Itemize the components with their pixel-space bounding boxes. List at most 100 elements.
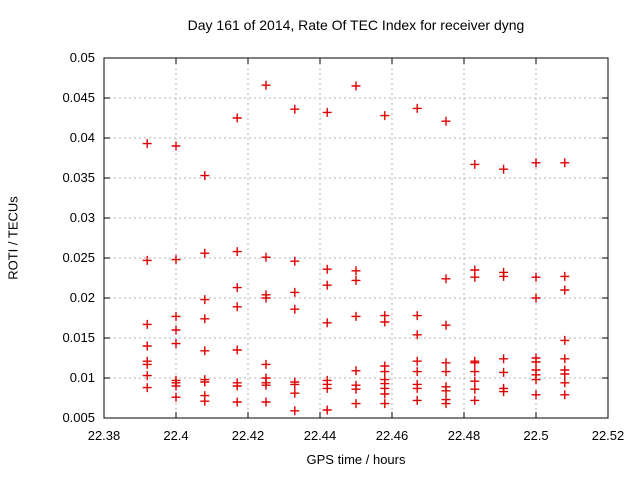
data-point-marker (441, 399, 451, 409)
data-point-marker (412, 330, 422, 340)
data-point-marker (351, 311, 361, 321)
data-point-marker (322, 318, 332, 328)
data-point-marker (560, 271, 570, 281)
plot-border (103, 57, 609, 419)
data-point-marker (171, 325, 181, 335)
data-point-marker (380, 389, 390, 399)
data-point-marker (351, 275, 361, 285)
data-point-marker (380, 399, 390, 409)
chart-title: Day 161 of 2014, Rate Of TEC Index for r… (187, 17, 525, 33)
data-point-marker (351, 81, 361, 91)
data-point-marker (261, 397, 271, 407)
data-point-marker (142, 139, 152, 149)
data-point-marker (142, 319, 152, 329)
data-point-marker (560, 378, 570, 388)
data-point-marker (232, 345, 242, 355)
data-point-marker (412, 367, 422, 377)
data-point-marker (560, 158, 570, 168)
data-point-marker (560, 335, 570, 345)
data-point-marker (261, 359, 271, 369)
data-point-marker (142, 341, 152, 351)
data-point-marker (560, 369, 570, 379)
data-point-marker (232, 113, 242, 123)
data-point-marker (200, 377, 210, 387)
data-point-marker (261, 293, 271, 303)
data-point-marker (232, 247, 242, 257)
y-tick-label: 0.03 (70, 210, 95, 225)
data-point-marker (351, 266, 361, 276)
data-point-marker (470, 384, 480, 394)
data-point-marker (412, 311, 422, 321)
x-tick-label: 22.46 (376, 428, 409, 443)
data-point-marker (470, 272, 480, 282)
data-point-marker (290, 256, 300, 266)
data-point-marker (261, 380, 271, 390)
y-tick-label: 0.005 (62, 410, 95, 425)
data-point-marker (560, 285, 570, 295)
data-point-marker (412, 383, 422, 393)
data-point-marker (290, 304, 300, 314)
data-point-marker (499, 354, 509, 364)
data-point-marker (200, 171, 210, 181)
data-point-marker (412, 103, 422, 113)
y-tick-label: 0.05 (70, 50, 95, 65)
data-point-marker (171, 339, 181, 349)
data-point-marker (441, 386, 451, 396)
x-axis-label: GPS time / hours (306, 452, 406, 467)
data-point-marker (142, 359, 152, 369)
data-point-marker (441, 116, 451, 126)
y-tick-label: 0.015 (62, 330, 95, 345)
data-point-marker (412, 356, 422, 366)
data-point-marker (470, 395, 480, 405)
x-tick-label: 22.4 (163, 428, 188, 443)
data-point-marker (261, 252, 271, 262)
data-point-marker (142, 383, 152, 393)
data-point-marker (412, 395, 422, 405)
data-point-marker (232, 302, 242, 312)
y-axis-label: ROTI / TECUs (5, 196, 21, 280)
data-point-marker (290, 406, 300, 416)
data-point-marker (171, 255, 181, 265)
data-point-marker (380, 111, 390, 121)
y-tick-label: 0.01 (70, 370, 95, 385)
data-point-marker (290, 388, 300, 398)
data-point-marker (499, 164, 509, 174)
data-point-marker (470, 159, 480, 169)
data-point-marker (232, 283, 242, 293)
data-point-marker (351, 366, 361, 376)
x-tick-label: 22.52 (592, 428, 625, 443)
data-point-marker (441, 320, 451, 330)
data-point-marker (232, 397, 242, 407)
data-point-marker (171, 311, 181, 321)
y-tick-label: 0.035 (62, 170, 95, 185)
data-point-marker (322, 280, 332, 290)
data-point-marker (531, 158, 541, 168)
data-point-marker (531, 357, 541, 367)
data-point-marker (171, 141, 181, 151)
data-point-marker (531, 375, 541, 385)
data-point-marker (322, 107, 332, 117)
data-point-marker (499, 271, 509, 281)
data-point-marker (470, 376, 480, 386)
data-point-marker (171, 381, 181, 391)
data-point-marker (322, 264, 332, 274)
data-point-marker (142, 255, 152, 265)
data-point-marker (351, 384, 361, 394)
x-tick-label: 22.5 (523, 428, 548, 443)
data-point-marker (531, 293, 541, 303)
y-tick-label: 0.025 (62, 250, 95, 265)
data-point-marker (380, 367, 390, 377)
x-tick-label: 22.38 (88, 428, 121, 443)
data-point-marker (351, 399, 361, 409)
data-point-marker (142, 371, 152, 381)
data-point-marker (322, 383, 332, 393)
data-point-marker (470, 367, 480, 377)
data-point-marker (171, 392, 181, 402)
data-point-marker (200, 295, 210, 305)
data-point-marker (531, 272, 541, 282)
data-point-marker (499, 387, 509, 397)
data-point-marker (470, 358, 480, 368)
data-point-marker (499, 367, 509, 377)
y-tick-label: 0.045 (62, 90, 95, 105)
